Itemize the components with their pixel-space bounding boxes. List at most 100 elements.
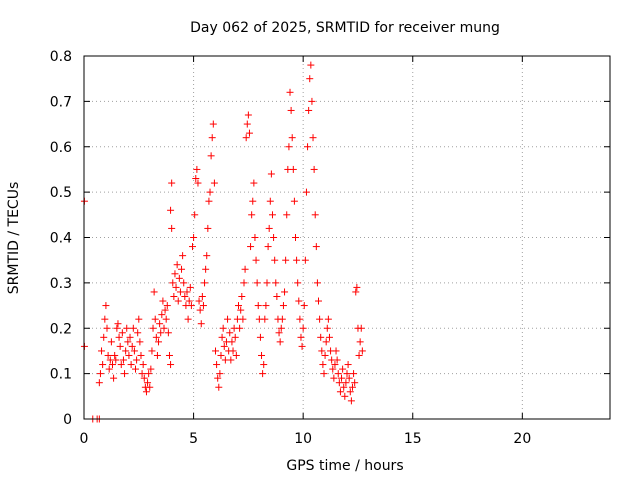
y-axis-label: SRMTID / TECUs [6, 182, 22, 295]
data-point [171, 270, 179, 278]
x-tick-label: 15 [404, 431, 422, 447]
data-point [208, 134, 216, 142]
data-point [123, 324, 131, 332]
data-point [150, 288, 158, 296]
data-point [321, 351, 329, 359]
data-point [160, 324, 168, 332]
data-point [309, 134, 317, 142]
data-point [103, 324, 111, 332]
data-point [192, 175, 200, 183]
data-point [191, 211, 199, 219]
data-point [98, 347, 106, 355]
data-point [114, 320, 122, 328]
data-point [345, 374, 353, 382]
data-point [122, 347, 130, 355]
data-point [307, 61, 315, 69]
data-point [276, 338, 284, 346]
data-point [264, 243, 272, 251]
data-point [358, 347, 366, 355]
data-point [116, 342, 124, 350]
data-point [266, 197, 274, 205]
data-point [335, 379, 343, 387]
x-axis-label: GPS time / hours [286, 458, 403, 474]
data-point [277, 324, 285, 332]
data-point [249, 197, 257, 205]
data-point [153, 351, 161, 359]
data-point [302, 188, 310, 196]
data-point [100, 333, 108, 341]
data-point [162, 315, 170, 323]
data-point [262, 302, 270, 310]
data-point [195, 297, 203, 305]
data-point [237, 306, 245, 314]
data-point [165, 351, 173, 359]
data-point [319, 361, 327, 369]
data-point [170, 292, 178, 300]
data-point [142, 388, 150, 396]
data-point [242, 134, 250, 142]
data-point [325, 333, 333, 341]
data-point [112, 356, 120, 364]
y-tick-label: 0.7 [50, 94, 72, 110]
data-point [275, 329, 283, 337]
data-point [144, 379, 152, 387]
data-point [155, 338, 163, 346]
data-point [101, 315, 109, 323]
data-point [229, 347, 237, 355]
data-point [138, 370, 146, 378]
chart-title: Day 062 of 2025, SRMTID for receiver mun… [190, 20, 500, 36]
data-point [163, 302, 171, 310]
data-point [119, 356, 127, 364]
data-point [125, 351, 133, 359]
data-point [252, 256, 260, 264]
data-point [248, 211, 256, 219]
data-point [128, 342, 136, 350]
data-point [205, 197, 213, 205]
data-point [267, 170, 275, 178]
data-point [323, 324, 331, 332]
data-point [247, 243, 255, 251]
x-tick-label: 5 [189, 431, 198, 447]
data-point [132, 365, 140, 373]
data-point [186, 283, 194, 291]
data-point [330, 374, 338, 382]
data-point [180, 279, 188, 287]
data-point [350, 370, 358, 378]
data-point [202, 265, 210, 273]
data-point [215, 383, 223, 391]
data-point [107, 338, 115, 346]
data-point [338, 374, 346, 382]
data-point [175, 274, 183, 282]
data-point [278, 315, 286, 323]
data-point [238, 292, 246, 300]
data-point [139, 361, 147, 369]
data-point [333, 356, 341, 364]
data-point [95, 379, 103, 387]
data-point [295, 297, 303, 305]
data-point [108, 361, 116, 369]
data-point [145, 370, 153, 378]
data-point [199, 302, 207, 310]
data-point [263, 279, 271, 287]
data-point [148, 347, 156, 355]
data-point [216, 370, 224, 378]
data-point [239, 315, 247, 323]
data-point [121, 370, 129, 378]
data-point [219, 324, 227, 332]
data-point [130, 347, 138, 355]
x-tick-label: 10 [294, 431, 312, 447]
data-point [203, 252, 211, 260]
data-point [217, 351, 225, 359]
data-points [80, 61, 366, 423]
data-point [209, 120, 217, 128]
data-point [272, 279, 280, 287]
data-point [133, 356, 141, 364]
data-point [179, 252, 187, 260]
data-point [298, 342, 306, 350]
data-point [271, 256, 279, 264]
data-point [306, 75, 314, 83]
data-point [286, 88, 294, 96]
data-point [190, 234, 198, 241]
data-point [346, 388, 354, 396]
data-point [340, 383, 348, 391]
